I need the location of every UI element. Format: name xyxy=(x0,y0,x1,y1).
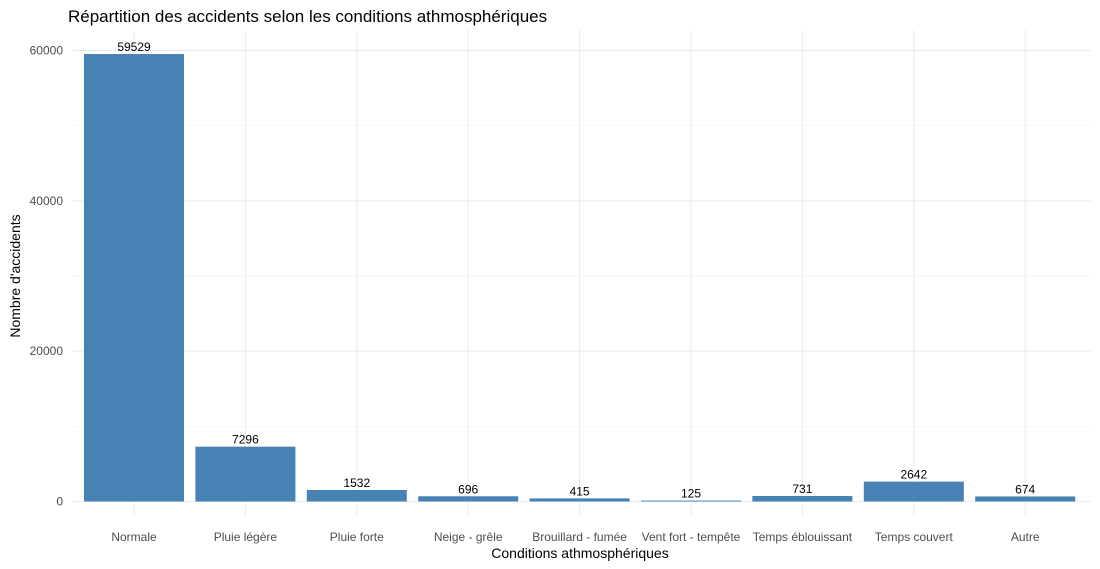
y-axis-title: Nombre d'accidents xyxy=(7,214,23,337)
x-tick-label: Brouillard - fumée xyxy=(532,530,627,544)
grid xyxy=(72,30,1091,516)
bar xyxy=(418,496,519,502)
bar-value-label: 7296 xyxy=(232,433,259,447)
y-tick-label: 60000 xyxy=(30,44,64,58)
bar-value-label: 731 xyxy=(792,482,812,496)
x-tick-label: Vent fort - tempête xyxy=(642,530,741,544)
data-labels: 59529 7296 1532 696 415 125 731 2642 674 xyxy=(117,40,1035,501)
x-tick-label: Temps couvert xyxy=(875,530,954,544)
bar xyxy=(641,500,741,502)
x-tick-label: Normale xyxy=(111,530,157,544)
bar xyxy=(306,489,407,502)
bar-value-label: 415 xyxy=(570,484,590,498)
x-axis-title: Conditions athmosphériques xyxy=(491,545,668,561)
y-axis-ticks: 0 20000 40000 60000 xyxy=(30,44,64,509)
bar-value-label: 125 xyxy=(681,487,701,501)
x-tick-label: Temps éblouissant xyxy=(753,530,853,544)
x-tick-label: Pluie légère xyxy=(214,530,278,544)
x-tick-label: Autre xyxy=(1011,530,1040,544)
bar xyxy=(752,496,853,502)
x-axis-ticks: Normale Pluie légère Pluie forte Neige - gr… xyxy=(111,530,1040,544)
chart-title: Répartition des accidents selon les cond… xyxy=(68,7,547,26)
bar xyxy=(529,498,630,502)
y-tick-label: 20000 xyxy=(30,344,64,358)
x-tick-label: Neige - grêle xyxy=(434,530,503,544)
bar xyxy=(195,446,296,502)
y-tick-label: 40000 xyxy=(30,194,64,208)
x-tick-label: Pluie forte xyxy=(330,530,384,544)
bar-value-label: 59529 xyxy=(117,40,151,54)
bar-value-label: 2642 xyxy=(900,468,927,482)
bar-value-label: 696 xyxy=(458,482,478,496)
bar xyxy=(863,481,964,502)
bar xyxy=(84,54,184,502)
bar xyxy=(975,496,1076,502)
y-tick-label: 0 xyxy=(56,495,63,509)
bar-value-label: 1532 xyxy=(343,476,370,490)
bar-value-label: 674 xyxy=(1015,482,1035,496)
bars xyxy=(84,54,1076,502)
